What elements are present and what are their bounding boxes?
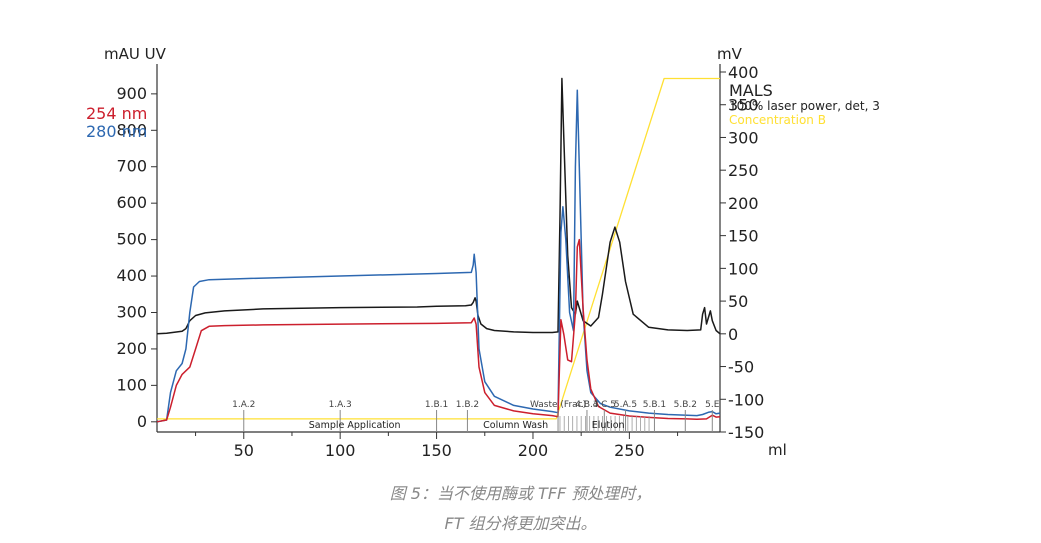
x-tick-label: 150 [421, 441, 452, 460]
x-tick-label: 50 [234, 441, 254, 460]
series-line-mals [156, 77, 721, 335]
fraction-marker-label: 5.B.1 [643, 400, 666, 410]
fraction-marker-label: 5.E [705, 400, 720, 410]
left-tick-label: 900 [116, 84, 147, 103]
right-tick-label: 100 [728, 259, 759, 278]
right-tick-label: 250 [728, 161, 759, 180]
legend-mals-subtitle: 100% laser power, det, 3 [729, 99, 880, 113]
fraction-marker-label: 1.B.2 [456, 400, 479, 410]
right-tick-label: -100 [728, 390, 764, 409]
fraction-marker-label: 4.B.3 [575, 400, 598, 410]
phase-label: Sample Application [309, 420, 401, 431]
x-tick-label: 250 [614, 441, 645, 460]
phase-label: Elution [592, 420, 625, 431]
axes-layer: 0 100 200 300 400 500 600 700 800 900 -150 -100 -50 0… [116, 63, 764, 460]
right-tick-label: 200 [728, 194, 759, 213]
fraction-marker-label: 5.A.5 [614, 400, 637, 410]
fraction-marker-label: 5.B.2 [674, 400, 697, 410]
left-tick-label: 500 [116, 230, 147, 249]
right-tick-label: 300 [728, 128, 759, 147]
legend-280nm: 280 nm [86, 122, 147, 141]
series-layer [156, 77, 721, 423]
left-tick-label: 600 [116, 193, 147, 212]
figure-caption-line-2: FT 组分将更加突出。 [444, 514, 597, 533]
fraction-marker-label: 4.C.5 [593, 400, 616, 410]
legend-concentration-b: Concentration B [729, 113, 826, 127]
fraction-marker-label: Waste (Frac) [530, 400, 586, 410]
left-tick-label: 300 [116, 302, 147, 321]
series-line-254-nm [156, 238, 721, 423]
right-tick-label: -150 [728, 423, 764, 442]
series-line-concentration-b [157, 77, 720, 420]
right-axis-title: mV [717, 45, 743, 63]
legend-254nm: 254 nm [86, 104, 147, 123]
left-tick-label: 700 [116, 157, 147, 176]
right-tick-label: 50 [728, 292, 748, 311]
fraction-marker-label: 1.B.1 [425, 400, 448, 410]
right-tick-label: 0 [728, 325, 738, 344]
left-tick-label: 400 [116, 266, 147, 285]
left-tick-label: 800 [116, 120, 147, 139]
legend-mals: MALS [729, 81, 773, 100]
right-tick-label: 350 [728, 96, 759, 115]
right-tick-label: 400 [728, 63, 759, 82]
fraction-marker-layer: 1.A.2 1.A.3 1.B.1 1.B.2 Waste (Frac)4.B.34.C… [232, 400, 720, 432]
left-tick-label: 100 [116, 375, 147, 394]
x-axis-unit: ml [768, 441, 787, 459]
phase-label: Column Wash [483, 420, 548, 431]
left-tick-label: 200 [116, 339, 147, 358]
right-tick-label: -50 [728, 358, 754, 377]
figure-caption-line-1: 图 5：当不使用酶或 TFF 预处理时， [389, 484, 652, 503]
fraction-marker-label: 1.A.3 [329, 400, 352, 410]
chromatogram-chart: 0 100 200 300 400 500 600 700 800 900 -150 -100 -50 0… [86, 45, 880, 460]
right-tick-label: 150 [728, 227, 759, 246]
left-axis-title: mAU UV [104, 45, 167, 63]
series-line-280-nm [156, 89, 721, 423]
x-tick-label: 100 [325, 441, 356, 460]
left-tick-label: 0 [137, 412, 147, 431]
x-tick-label: 200 [518, 441, 549, 460]
fraction-marker-label: 1.A.2 [232, 400, 255, 410]
